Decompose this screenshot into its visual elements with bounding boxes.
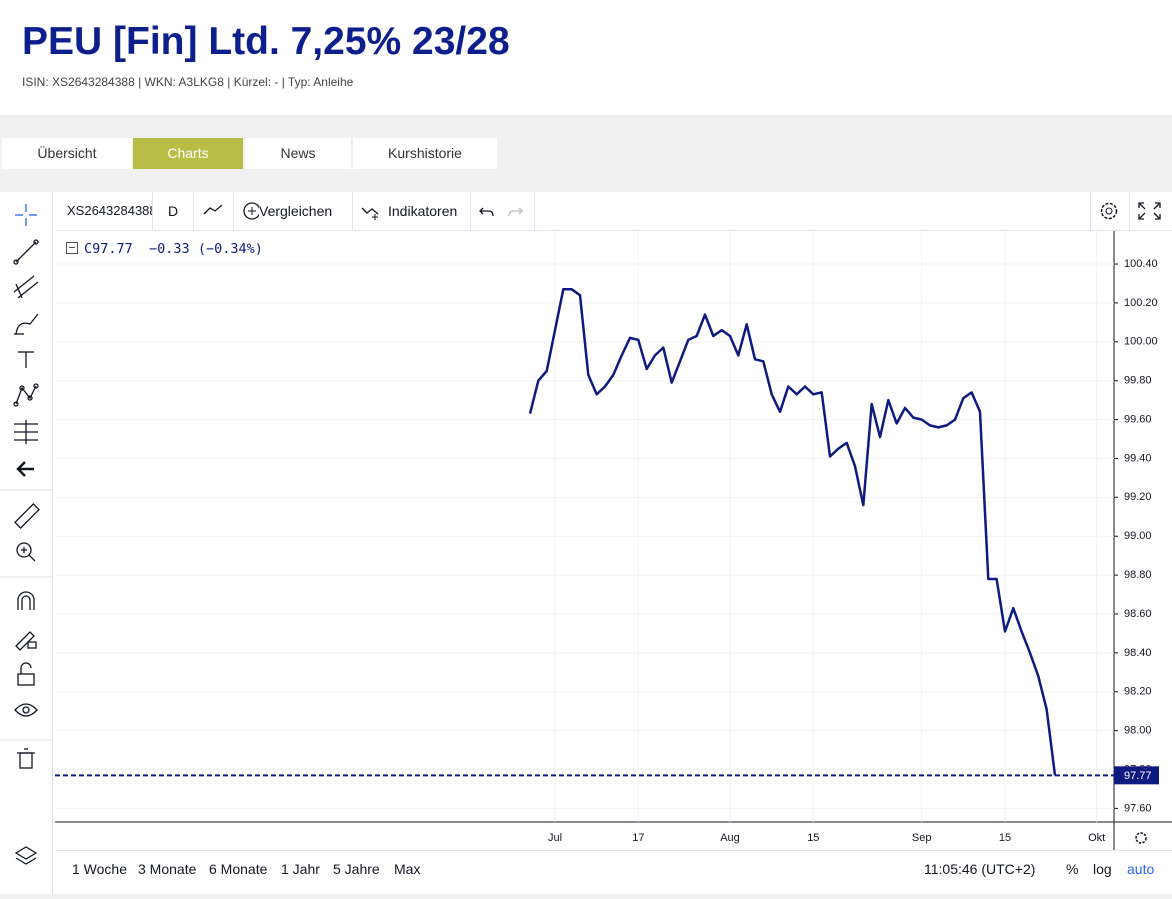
percent-button[interactable]: % [1066, 861, 1079, 877]
tab-bar: Übersicht Charts News Kurshistorie [0, 138, 1172, 169]
range-button[interactable]: 6 Monate [209, 861, 268, 877]
legend: C97.77 −0.33 (−0.34%) [66, 241, 263, 257]
price-line [528, 288, 1057, 776]
log-button[interactable]: log [1093, 861, 1112, 877]
crosshair-icon[interactable] [15, 204, 37, 226]
y-tick-label: 99.80 [1124, 375, 1152, 387]
zoom-icon[interactable] [16, 542, 36, 562]
x-tick-label: Okt [1088, 832, 1105, 844]
tab[interactable]: Übersicht [2, 138, 132, 169]
range-button[interactable]: 3 Monate [138, 861, 197, 877]
chart-style[interactable] [193, 192, 234, 230]
compare-label: Vergleichen [259, 203, 333, 219]
x-tick-label: Sep [912, 832, 932, 844]
indicators-button[interactable]: Indikatoren [352, 192, 471, 230]
legend-close: C97.77 [84, 241, 133, 257]
ruler-icon[interactable] [14, 503, 40, 529]
legend-change: −0.33 (−0.34%) [149, 241, 263, 257]
y-tick-label: 100.20 [1124, 297, 1158, 309]
y-tick-label: 98.60 [1124, 608, 1152, 620]
x-tick-label: Jul [548, 832, 562, 844]
pattern-icon[interactable] [13, 383, 39, 407]
x-tick-label: Aug [720, 832, 740, 844]
y-tick-label: 99.00 [1124, 530, 1152, 542]
tab[interactable]: News [245, 138, 351, 169]
brush-icon[interactable] [14, 313, 39, 335]
top-toolbar: XS2643284388 D Vergleichen Indikatoren [55, 192, 1172, 231]
symbol[interactable]: XS2643284388 [55, 192, 153, 230]
last-price-box [1114, 766, 1159, 785]
y-tick-label: 98.00 [1124, 725, 1152, 737]
drawing-toolbar [0, 192, 53, 894]
range-button[interactable]: 1 Jahr [281, 861, 320, 877]
y-tick-label: 99.60 [1124, 413, 1152, 425]
indicators-icon [361, 207, 379, 220]
range-button[interactable]: 1 Woche [72, 861, 127, 877]
y-tick-label: 98.40 [1124, 647, 1152, 659]
toolbar-icons [0, 204, 52, 865]
settings-button[interactable] [1090, 192, 1130, 230]
fullscreen-button[interactable] [1128, 192, 1172, 230]
back-icon[interactable] [16, 461, 34, 477]
y-tick-label: 98.80 [1124, 569, 1152, 581]
y-tick-label: 98.20 [1124, 686, 1152, 698]
settings-icon [1100, 202, 1118, 220]
lock-draw-icon[interactable] [15, 631, 37, 651]
text-icon[interactable] [18, 351, 34, 368]
undo-redo-icon [479, 207, 523, 217]
fullscreen-icon [1138, 202, 1161, 220]
collapse-button[interactable] [66, 242, 78, 254]
interval[interactable]: D [153, 192, 194, 230]
axis-settings-icon[interactable] [1135, 832, 1147, 844]
header: PEU [Fin] Ltd. 7,25% 23/28 ISIN: XS26432… [0, 0, 1172, 115]
range-button[interactable]: 5 Jahre [333, 861, 380, 877]
tab[interactable]: Kurshistorie [353, 138, 497, 169]
line-icon[interactable] [13, 239, 39, 265]
tab-active[interactable]: Charts [133, 138, 243, 169]
chart-background [55, 231, 1172, 850]
y-tick-label: 100.40 [1124, 258, 1158, 270]
y-tick-label: 99.20 [1124, 491, 1152, 503]
range-button[interactable]: Max [394, 861, 421, 877]
indicators-label: Indikatoren [388, 203, 458, 219]
magnet-icon[interactable] [17, 591, 35, 610]
auto-button[interactable]: auto [1127, 861, 1155, 877]
y-tick-label: 97.60 [1124, 802, 1152, 814]
gear [1135, 832, 1147, 844]
fib-icon[interactable] [13, 275, 39, 299]
y-tick-label: 100.00 [1124, 336, 1158, 348]
clock: 11:05:46 (UTC+2) [924, 861, 1036, 877]
y-tick-label: 99.40 [1124, 452, 1152, 464]
unlock-icon[interactable] [17, 662, 35, 686]
x-tick-label: 15 [999, 832, 1011, 844]
chart: Jul17Aug15Sep15Okt97.6097.8098.0098.2098… [55, 231, 1172, 850]
measure-tools-icon[interactable] [14, 420, 38, 444]
title: PEU [Fin] Ltd. 7,25% 23/28 [22, 20, 510, 63]
bottom-bar: 1 Woche 3 Monate 6 Monate 1 Jahr 5 Jahre… [55, 850, 1172, 895]
x-tick-label: 17 [632, 832, 644, 844]
layers-icon[interactable] [14, 846, 38, 865]
trash-icon[interactable] [17, 748, 35, 769]
chart-style-icon [203, 204, 223, 215]
compare-button[interactable]: Vergleichen [233, 192, 353, 230]
compare-icon [243, 202, 261, 220]
undo-redo[interactable] [470, 192, 535, 230]
last-price-label: 97.77 [1124, 770, 1152, 782]
x-tick-label: 15 [807, 832, 819, 844]
subtitle: ISIN: XS2643284388 | WKN: A3LKG8 | Kürze… [22, 75, 354, 89]
eye-icon[interactable] [14, 703, 38, 717]
